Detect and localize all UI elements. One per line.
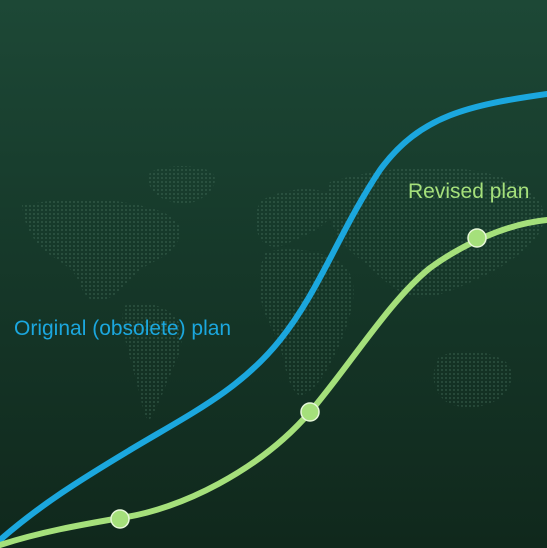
revised-plan-marker [110,509,130,529]
asia-shape [326,167,545,298]
africa-shape [259,249,354,396]
greenland-shape [148,166,215,204]
australia-shape [433,351,512,408]
revised-plan-marker [467,228,487,248]
revised-plan-label: Revised plan [408,180,530,203]
revised-plan-marker [300,402,320,422]
world-map-decoration [22,166,545,420]
original-plan-label: Original (obsolete) plan [14,317,232,340]
south-america-shape [122,303,182,420]
original-plan-curve [0,91,547,543]
north-america-shape [22,199,181,302]
europe-shape [255,189,336,247]
